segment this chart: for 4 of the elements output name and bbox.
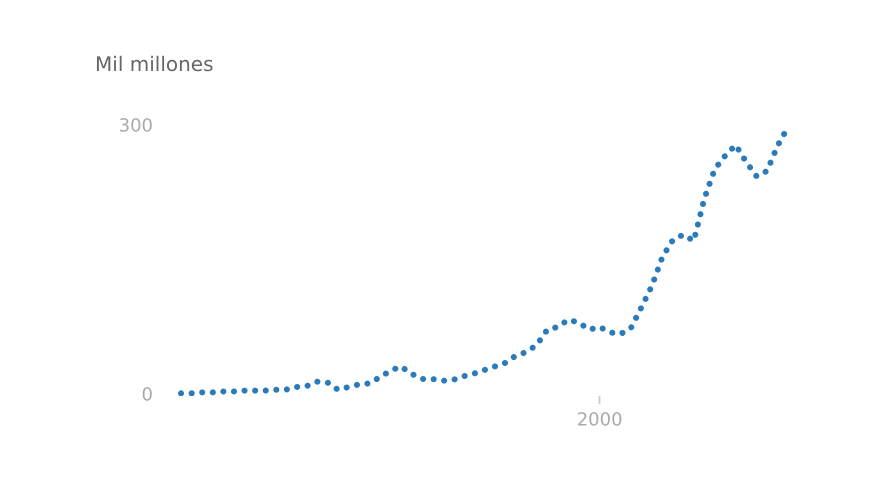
y-tick-label: 300 [118,116,153,137]
y-axis-title: Mil millones [95,52,214,76]
y-tick-label: 0 [142,384,153,406]
x-tick-label: 2000 [576,409,623,430]
